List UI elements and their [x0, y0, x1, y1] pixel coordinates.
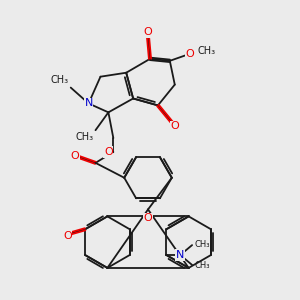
- Text: O: O: [104, 147, 113, 157]
- Text: CH₃: CH₃: [75, 132, 94, 142]
- Text: N: N: [84, 98, 93, 108]
- Text: CH₃: CH₃: [194, 240, 210, 249]
- Text: N: N: [176, 250, 184, 260]
- Text: O: O: [144, 27, 152, 37]
- Text: O: O: [70, 151, 79, 161]
- Text: O: O: [185, 49, 194, 59]
- Text: CH₃: CH₃: [194, 261, 210, 270]
- Text: CH₃: CH₃: [198, 46, 216, 56]
- Text: O: O: [63, 231, 72, 241]
- Text: CH₃: CH₃: [51, 75, 69, 85]
- Text: O: O: [144, 213, 152, 224]
- Text: O: O: [170, 121, 179, 131]
